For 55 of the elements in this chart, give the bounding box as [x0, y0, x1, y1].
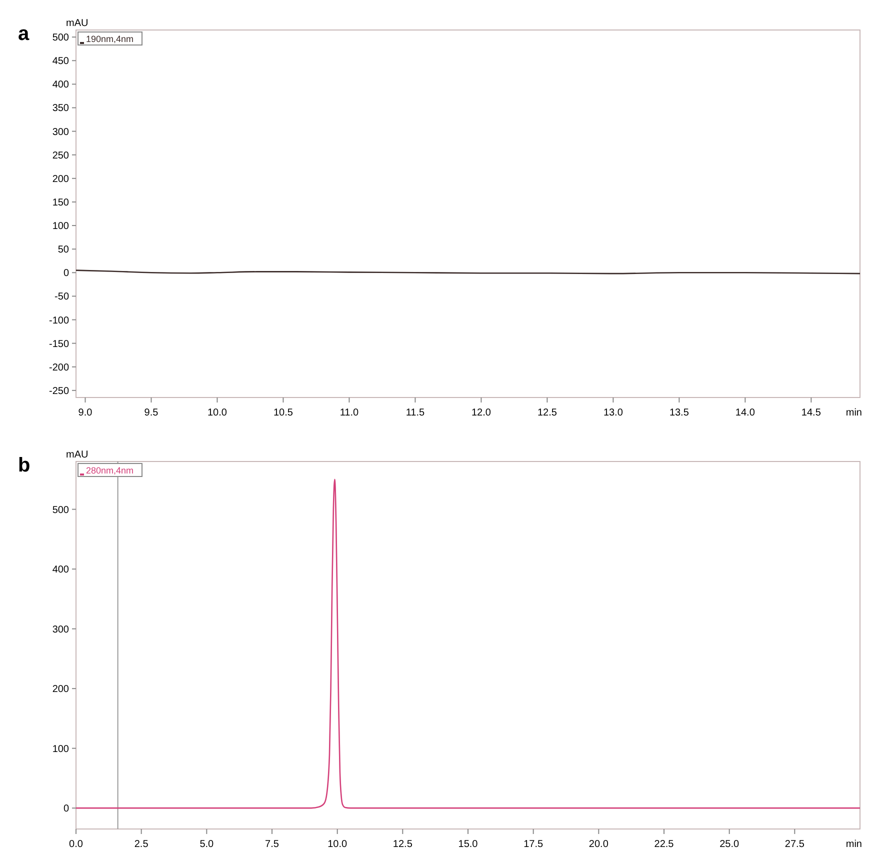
x-tick-label: 13.0 [603, 408, 624, 418]
chart-title: b [18, 454, 30, 476]
y-axis-title: mAU [66, 18, 88, 29]
y-tick-label: 300 [52, 624, 70, 636]
y-tick-label: -250 [48, 386, 70, 397]
x-tick-label: 9.0 [78, 408, 93, 418]
y-tick-label: 300 [52, 126, 70, 138]
y-tick-label: 500 [52, 504, 70, 516]
x-tick-label: 20.0 [588, 839, 609, 850]
y-tick-label: 500 [52, 32, 70, 44]
x-tick-label: 14.0 [735, 408, 756, 418]
y-tick-label: 400 [52, 80, 70, 91]
x-tick-label: 11.0 [340, 408, 360, 418]
x-tick-label: 10.0 [207, 408, 228, 418]
x-tick-label: 10.5 [273, 408, 294, 418]
x-tick-label: 0.0 [69, 839, 84, 850]
y-tick-label: 450 [52, 56, 70, 68]
y-tick-label: 350 [52, 103, 70, 114]
x-tick-label: 22.5 [654, 839, 674, 850]
y-tick-label: 0 [63, 804, 70, 815]
chart-title: a [18, 23, 30, 45]
legend-label: 280nm,4nm [86, 466, 134, 476]
x-axis-title: min [846, 408, 862, 418]
y-tick-label: 200 [52, 174, 70, 185]
x-tick-label: 15.0 [458, 839, 478, 850]
y-tick-label: 250 [52, 150, 70, 162]
y-axis-title: mAU [66, 450, 88, 460]
x-tick-label: 12.5 [537, 408, 558, 418]
y-tick-label: 100 [52, 221, 70, 232]
x-tick-label: 11.5 [406, 408, 425, 418]
x-tick-label: 2.5 [134, 839, 149, 850]
x-tick-label: 27.5 [784, 839, 805, 850]
y-tick-label: 0 [63, 268, 70, 280]
y-tick-label: 200 [52, 684, 70, 696]
y-tick-label: 400 [52, 564, 70, 576]
legend-label: 190nm,4nm [86, 34, 134, 44]
x-tick-label: 10.0 [328, 839, 348, 850]
y-tick-label: -150 [48, 338, 70, 350]
x-tick-label: 5.0 [200, 839, 214, 850]
x-tick-label: 12.0 [471, 408, 492, 418]
x-tick-label: 14.5 [801, 408, 822, 418]
y-tick-label: 150 [52, 197, 70, 208]
x-tick-label: 25.0 [720, 839, 740, 850]
y-tick-label: -100 [48, 315, 70, 326]
x-tick-label: 17.5 [524, 839, 544, 850]
line-series [75, 478, 861, 809]
y-tick-label: -200 [48, 362, 70, 374]
x-tick-label: 12.5 [392, 839, 413, 850]
x-tick-label: 7.5 [265, 839, 280, 850]
x-tick-label: 13.5 [669, 408, 690, 418]
y-tick-label: 100 [52, 744, 70, 755]
y-tick-label: -50 [54, 292, 70, 303]
x-axis-title: min [846, 839, 862, 850]
y-tick-label: 50 [58, 244, 70, 256]
x-tick-label: 9.5 [144, 408, 159, 418]
